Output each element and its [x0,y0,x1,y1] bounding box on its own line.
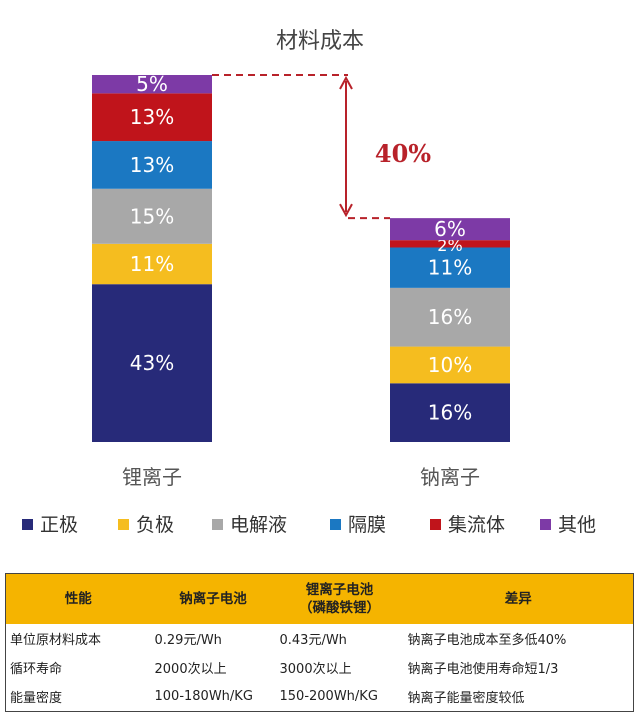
table-cell: 钠离子能量密度较低 [407,691,525,706]
bar-value-label: 13% [130,153,174,177]
bar-segment-1-1 [390,346,510,384]
chart-title: 材料成本 [276,29,364,54]
legend-label: 隔膜 [348,514,386,536]
table-cell: 3000次以上 [279,662,352,677]
bar-value-label: 15% [130,204,174,228]
legend-label: 电解液 [230,514,287,536]
table-row: 单位原材料成本 0.29元/Wh 0.43元/Wh 钠离子电池成本至多低40% [6,624,634,653]
table-cell: 钠离子电池使用寿命短1/3 [407,662,559,677]
bar-segment-1-5 [390,218,510,241]
table-cell: 单位原材料成本 [10,633,102,648]
x-axis-label: 钠离子 [420,465,480,489]
legend-swatch [330,519,341,530]
bar-value-label: 11% [428,256,472,280]
bar-segment-1-2 [390,287,510,347]
bar-segment-1-4 [390,240,510,248]
bar-value-label: 16% [428,401,472,425]
legend-swatch [118,519,129,530]
bar-segment-1-3 [390,247,510,288]
bar-value-label: 6% [434,217,466,241]
arrow-head-down [339,203,353,218]
table-cell: 循环寿命 [10,662,63,677]
header-sodium-battery: 钠离子电池 [150,573,276,624]
legend-label: 其他 [558,514,596,536]
bar-segment-0-4 [92,93,212,142]
comparison-table-wrap: 性能 钠离子电池 锂离子电池 （磷酸铁锂） 差异 单位原材料成本 0.29元/W… [5,573,634,712]
bar-value-label: 43% [130,351,174,375]
table-row: 循环寿命 2000次以上 3000次以上 钠离子电池使用寿命短1/3 [6,653,634,682]
header-lithium-battery: 锂离子电池 （磷酸铁锂） [275,573,404,624]
header-difference: 差异 [403,573,634,624]
table-header-row: 性能 钠离子电池 锂离子电池 （磷酸铁锂） 差异 [5,573,634,624]
header-performance: 性能 [5,573,151,624]
bar-segment-1-0 [390,383,510,442]
bar-segment-0-3 [92,141,212,189]
table-cell: 0.29元/Wh [154,633,222,648]
legend-label: 负极 [136,514,174,536]
bar-segment-0-0 [92,284,212,442]
bar-value-label: 10% [428,353,472,377]
table-cell: 能量密度 [10,691,63,706]
legend-label: 集流体 [448,514,505,536]
bar-value-label: 16% [428,305,472,329]
header-lithium-battery-line1: 锂离子电池 [305,582,374,598]
bar-value-label: 13% [130,105,174,129]
table-cell: 钠离子电池成本至多低40% [407,633,567,648]
bar-segment-0-2 [92,188,212,244]
bar-segment-0-1 [92,243,212,285]
bar-segment-0-5 [92,75,212,94]
bar-value-label: 2% [437,236,462,255]
bar-value-label: 11% [130,252,174,276]
arrow-head-up [339,75,353,90]
legend-swatch [212,519,223,530]
bars-group: 43%11%15%13%13%5%16%10%16%11%2%6% [92,72,510,442]
table-cell: 0.43元/Wh [279,633,347,648]
legend-swatch [430,519,441,530]
stacked-bar-chart: 材料成本 43%11%15%13%13%5%16%10%16%11%2%6% 4… [22,29,596,536]
difference-annotation-label: 40% [375,139,431,168]
legend-swatch [540,519,551,530]
table-cell: 100-180Wh/KG [154,689,253,704]
x-axis-label: 锂离子 [122,465,182,489]
bar-value-label: 5% [136,72,168,96]
table-cell: 2000次以上 [154,662,227,677]
table-row: 能量密度 100-180Wh/KG 150-200Wh/KG 钠离子能量密度较低 [6,682,634,712]
legend-label: 正极 [40,514,78,536]
table-cell: 150-200Wh/KG [279,689,378,704]
header-lithium-battery-line2: （磷酸铁锂） [299,600,380,616]
difference-annotation: 40% [212,74,431,220]
x-axis-labels: 锂离子 钠离子 [122,465,480,489]
legend: 正极 负极 电解液 隔膜 集流体 其他 [22,514,596,536]
comparison-table: 性能 钠离子电池 锂离子电池 （磷酸铁锂） 差异 单位原材料成本 0.29元/W… [5,573,634,712]
legend-swatch [22,519,33,530]
